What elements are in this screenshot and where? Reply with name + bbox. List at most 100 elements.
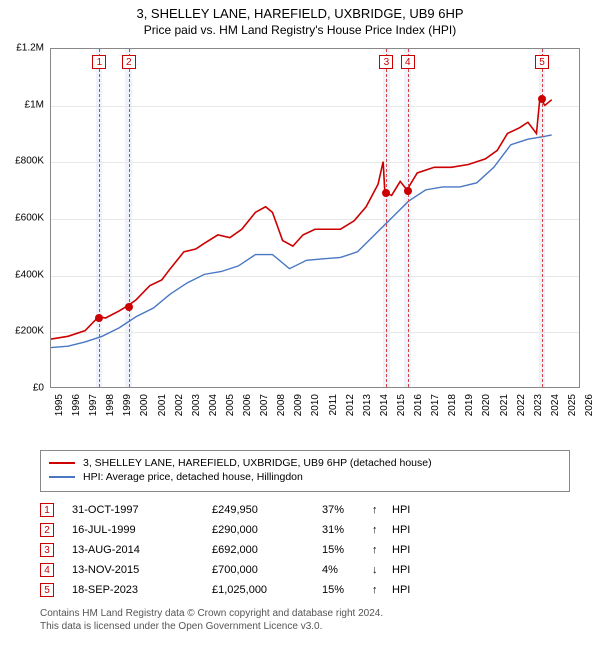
plot-area: 1 2 34 5	[50, 48, 580, 388]
y-tick-label: £0	[33, 383, 44, 394]
annotation-rel: HPI	[392, 564, 410, 576]
legend-swatch	[49, 462, 75, 464]
x-tick-label: 2013	[362, 394, 373, 416]
x-tick-label: 2009	[293, 394, 304, 416]
event-dot	[382, 189, 390, 197]
annotation-row: 4 13-NOV-2015£700,0004%↓HPI	[40, 560, 410, 580]
annotation-arrow-icon: ↑	[372, 544, 392, 556]
x-tick-label: 2003	[191, 394, 202, 416]
legend-label: HPI: Average price, detached house, Hill…	[83, 471, 303, 483]
x-tick-label: 2017	[430, 394, 441, 416]
y-tick-label: £600K	[15, 213, 44, 224]
event-dash	[408, 49, 409, 387]
x-tick-label: 2006	[242, 394, 253, 416]
legend-label: 3, SHELLEY LANE, HAREFIELD, UXBRIDGE, UB…	[83, 457, 432, 469]
x-tick-label: 2019	[464, 394, 475, 416]
annotation-price: £1,025,000	[212, 584, 322, 596]
annotation-pct: 31%	[322, 524, 372, 536]
x-tick-label: 2024	[550, 394, 561, 416]
event-dot	[538, 95, 546, 103]
event-marker: 1	[92, 55, 106, 69]
event-marker: 3	[379, 55, 393, 69]
y-tick-label: £400K	[15, 269, 44, 280]
x-tick-label: 1999	[122, 394, 133, 416]
annotation-num: 3	[40, 543, 54, 557]
x-tick-label: 2011	[328, 394, 339, 416]
series-hpi	[51, 135, 552, 348]
event-dash	[129, 49, 130, 387]
annotation-pct: 37%	[322, 504, 372, 516]
annotation-row: 131-OCT-1997£249,95037%↑HPI	[40, 500, 410, 520]
page-title: 3, SHELLEY LANE, HAREFIELD, UXBRIDGE, UB…	[0, 6, 600, 21]
annotation-date: 31-OCT-1997	[72, 504, 212, 516]
footer: Contains HM Land Registry data © Crown c…	[40, 608, 570, 633]
annotation-pct: 15%	[322, 544, 372, 556]
annotation-arrow-icon: ↓	[372, 564, 392, 576]
event-marker: 5	[535, 55, 549, 69]
annotation-arrow-icon: ↑	[372, 504, 392, 516]
annotations-table: 131-OCT-1997£249,95037%↑HPI216-JUL-1999£…	[40, 500, 410, 600]
footer-line1: Contains HM Land Registry data © Crown c…	[40, 608, 570, 621]
event-dot	[95, 314, 103, 322]
x-tick-label: 2020	[481, 394, 492, 416]
x-tick-label: 2010	[310, 394, 321, 416]
x-tick-label: 2001	[157, 394, 168, 416]
event-dash	[99, 49, 100, 387]
annotation-pct: 15%	[322, 584, 372, 596]
annotation-pct: 4%	[322, 564, 372, 576]
annotation-rel: HPI	[392, 584, 410, 596]
legend-swatch	[49, 476, 75, 478]
event-marker: 4	[401, 55, 415, 69]
x-tick-label: 2004	[208, 394, 219, 416]
x-tick-label: 2025	[567, 394, 578, 416]
annotation-rel: HPI	[392, 504, 410, 516]
y-tick-label: £1.2M	[16, 43, 44, 54]
event-marker: 2	[122, 55, 136, 69]
annotation-price: £692,000	[212, 544, 322, 556]
annotation-arrow-icon: ↑	[372, 584, 392, 596]
annotation-num: 2	[40, 523, 54, 537]
annotation-num: 1	[40, 503, 54, 517]
title-block: 3, SHELLEY LANE, HAREFIELD, UXBRIDGE, UB…	[0, 0, 600, 39]
annotation-row: 3 13-AUG-2014£692,00015%↑HPI	[40, 540, 410, 560]
x-tick-label: 2012	[345, 394, 356, 416]
annotation-arrow-icon: ↑	[372, 524, 392, 536]
x-tick-label: 1998	[105, 394, 116, 416]
event-dash	[386, 49, 387, 387]
annotation-date: 13-AUG-2014	[72, 544, 212, 556]
event-dot	[404, 187, 412, 195]
annotation-price: £290,000	[212, 524, 322, 536]
annotation-price: £700,000	[212, 564, 322, 576]
y-tick-label: £1M	[25, 99, 44, 110]
x-tick-label: 2005	[225, 394, 236, 416]
x-tick-label: 1996	[71, 394, 82, 416]
annotation-rel: HPI	[392, 544, 410, 556]
x-tick-label: 2002	[174, 394, 185, 416]
x-tick-label: 2014	[379, 394, 390, 416]
x-tick-label: 1995	[54, 394, 65, 416]
x-tick-label: 2023	[533, 394, 544, 416]
legend-item: 3, SHELLEY LANE, HAREFIELD, UXBRIDGE, UB…	[49, 457, 561, 469]
x-tick-label: 2007	[259, 394, 270, 416]
footer-line2: This data is licensed under the Open Gov…	[40, 621, 570, 634]
x-tick-label: 2015	[396, 394, 407, 416]
x-tick-label: 1997	[88, 394, 99, 416]
annotation-row: 2 16-JUL-1999£290,00031%↑HPI	[40, 520, 410, 540]
x-tick-label: 2018	[447, 394, 458, 416]
chart: 12345 £0£200K£400K£600K£800K£1M£1.2M1995…	[50, 48, 580, 418]
x-tick-label: 2021	[499, 394, 510, 416]
annotation-date: 18-SEP-2023	[72, 584, 212, 596]
annotation-num: 4	[40, 563, 54, 577]
annotation-num: 5	[40, 583, 54, 597]
annotation-row: 5 18-SEP-2023£1,025,00015%↑HPI	[40, 580, 410, 600]
annotation-rel: HPI	[392, 524, 410, 536]
annotation-date: 16-JUL-1999	[72, 524, 212, 536]
x-tick-label: 2016	[413, 394, 424, 416]
annotation-date: 13-NOV-2015	[72, 564, 212, 576]
legend-item: HPI: Average price, detached house, Hill…	[49, 471, 561, 483]
x-tick-label: 2022	[516, 394, 527, 416]
x-tick-label: 2008	[276, 394, 287, 416]
page-container: 3, SHELLEY LANE, HAREFIELD, UXBRIDGE, UB…	[0, 0, 600, 650]
y-tick-label: £800K	[15, 156, 44, 167]
y-tick-label: £200K	[15, 326, 44, 337]
